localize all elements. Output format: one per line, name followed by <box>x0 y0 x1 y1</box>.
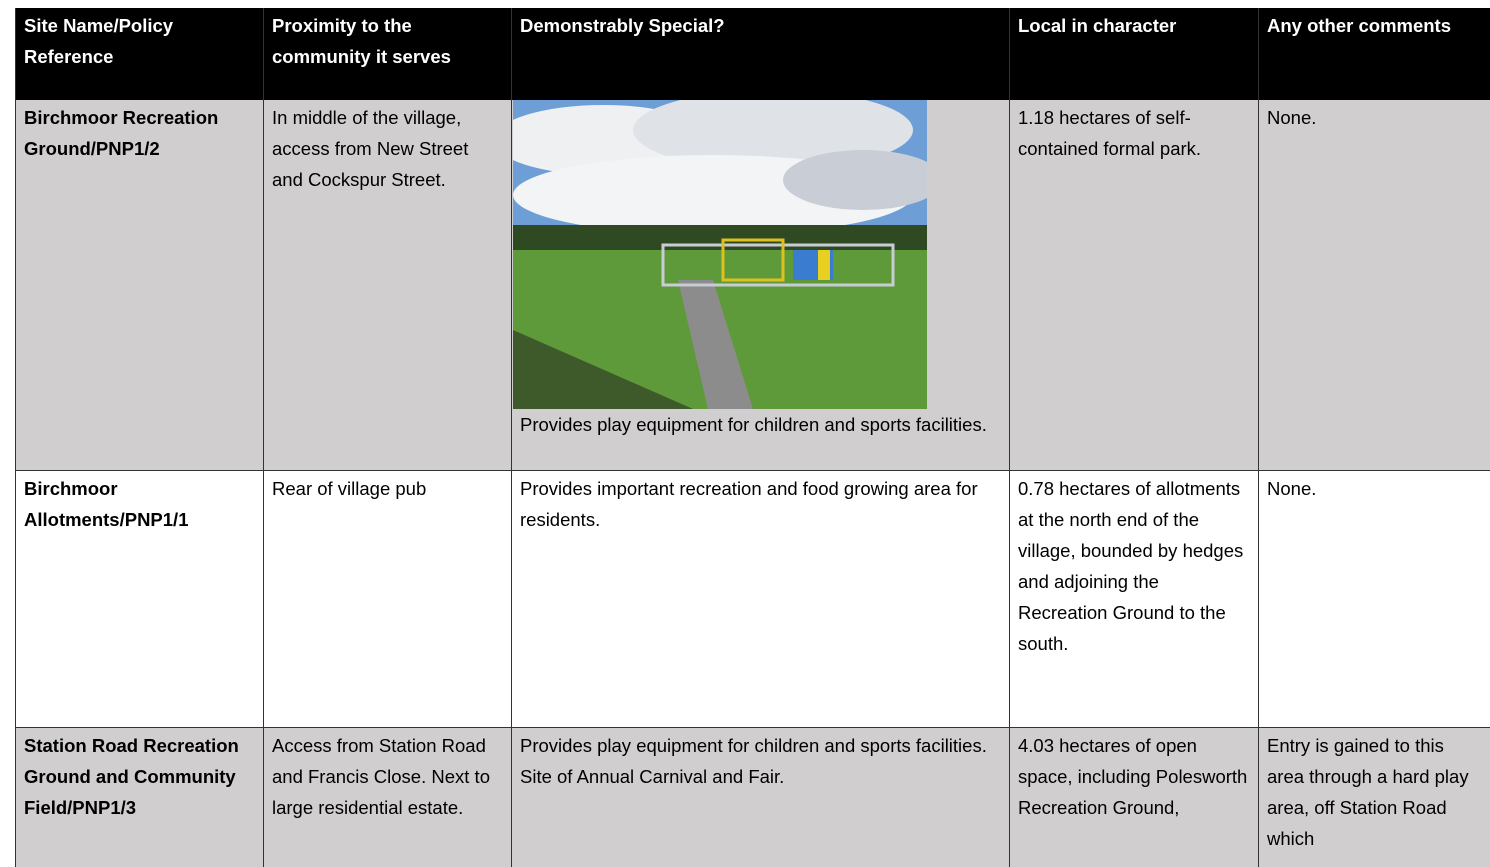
cell: 1.18 hectares of self-contained formal p… <box>1010 100 1259 470</box>
cell: Provides important recreation and food g… <box>512 470 1010 727</box>
cell: Provides play equipment for children and… <box>512 727 1010 867</box>
cell: Access from Station Road and Francis Clo… <box>264 727 512 867</box>
cell: 4.03 hectares of open space, including P… <box>1010 727 1259 867</box>
header-cell: Local in character <box>1010 8 1259 100</box>
cell: None. <box>1259 470 1490 727</box>
cell: 0.78 hectares of allotments at the north… <box>1010 470 1259 727</box>
header-cell: Proximity to the community it serves <box>264 8 512 100</box>
cell: In middle of the village, access from Ne… <box>264 100 512 470</box>
cell: Birchmoor Recreation Ground/PNP1/2 <box>16 100 264 470</box>
cell: Station Road Recreation Ground and Commu… <box>16 727 264 867</box>
photo <box>513 100 927 409</box>
cell: Entry is gained to this area through a h… <box>1259 727 1490 867</box>
header-cell: Site Name/Policy Reference <box>16 8 264 100</box>
row: Station Road Recreation Ground and Commu… <box>16 727 1490 867</box>
cell: None. <box>1259 100 1490 470</box>
cell: Birchmoor Allotments/PNP1/1 <box>16 470 264 727</box>
caption: Provides play equipment for children and… <box>513 409 1001 440</box>
header-row: Site Name/Policy Reference Proximity to … <box>16 8 1490 100</box>
header-cell: Any other comments <box>1259 8 1490 100</box>
row: Birchmoor Allotments/PNP1/1 Rear of vill… <box>16 470 1490 727</box>
cell: Provides play equipment for children and… <box>512 100 1010 470</box>
sites-table: Site Name/Policy Reference Proximity to … <box>15 8 1490 867</box>
header-cell: Demonstrably Special? <box>512 8 1010 100</box>
cell: Rear of village pub <box>264 470 512 727</box>
row: Birchmoor Recreation Ground/PNP1/2 In mi… <box>16 100 1490 470</box>
